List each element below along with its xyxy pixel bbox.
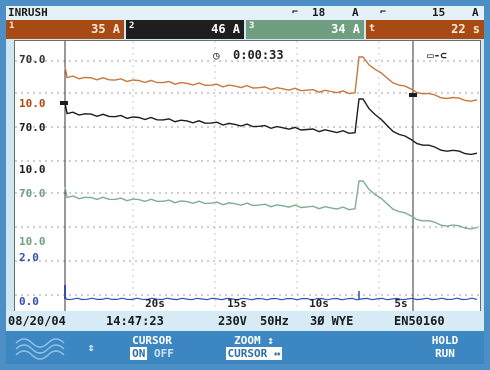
- cursor-on[interactable]: ON: [130, 347, 148, 360]
- waveform-icon: [15, 338, 65, 360]
- cursor-toggle-button[interactable]: CURSOR ON OFF: [104, 331, 200, 364]
- y-axis-label: 10.0: [19, 235, 46, 248]
- reading-l2-value: 46 A: [211, 22, 240, 36]
- softkey-bar: ⇕ CURSOR ON OFF ZOOM ↕ CURSOR ↔ HOLD RUN: [6, 331, 484, 364]
- timer-readout: 0:00:33: [233, 48, 284, 62]
- empty-softkey[interactable]: [308, 331, 404, 364]
- readings-bar: 1 35 A 2 46 A 3 34 A t 22 s: [6, 20, 484, 39]
- header-bar: INRUSH ⌐ 18 A ⌐ 15 A: [6, 6, 484, 20]
- reading-l3-index: 3: [249, 21, 255, 31]
- y-axis-label: 10.0: [19, 97, 46, 110]
- x-axis-label: 15s: [227, 297, 247, 310]
- cursor-marker-left: [60, 101, 68, 105]
- zoom-cursor-label: CURSOR ↔: [225, 347, 283, 360]
- reading-l1-index: 1: [9, 21, 15, 31]
- cursor-off[interactable]: OFF: [154, 347, 174, 360]
- cursor-marker-right: [409, 93, 417, 97]
- reading-l3-value: 34 A: [331, 22, 360, 36]
- zoom-cursor-button[interactable]: ZOOM ↕ CURSOR ↔: [202, 331, 306, 364]
- y-axis-label: 70.0: [19, 53, 46, 66]
- x-axis-label: 20s: [145, 297, 165, 310]
- reading-l3: 3 34 A: [246, 20, 364, 39]
- y-axis-label: 10.0: [19, 163, 46, 176]
- reading-time-value: 22 s: [451, 22, 480, 36]
- footer-time: 14:47:23: [106, 314, 164, 328]
- y-axis-label: 2.0: [19, 251, 39, 264]
- waveform-button[interactable]: [6, 331, 78, 364]
- footer-date: 08/20/04: [8, 314, 66, 328]
- neutral-value: 15: [432, 6, 446, 19]
- clock-icon: ◷: [213, 49, 220, 62]
- updown-glyph: ⇕: [87, 341, 95, 354]
- trace-phase-1: [64, 56, 478, 102]
- y-axis-label: 70.0: [19, 187, 46, 200]
- cursor-label: CURSOR: [132, 334, 172, 347]
- x-axis-label: 5s: [394, 297, 407, 310]
- plot-svg: 70.0 10.0 70.0 10.0 70.0 10.0 2.0 0.0 20s 15s 10s 5…: [15, 41, 480, 311]
- reading-l1-value: 35 A: [91, 22, 120, 36]
- footer-voltage: 230V: [218, 314, 247, 328]
- current-clamp-icon: ⌐: [380, 7, 387, 18]
- reading-l2-index: 2: [129, 21, 135, 31]
- mode-label: INRUSH: [8, 6, 48, 19]
- footer-config: 3Ø WYE: [310, 314, 354, 328]
- reading-time-index: t: [369, 23, 376, 34]
- trace-neutral: [64, 296, 478, 301]
- y-axis-label: 70.0: [19, 121, 46, 134]
- probe-clamp-icon: ⌐: [292, 7, 299, 18]
- ch4-value: 18: [312, 6, 326, 19]
- run-label: RUN: [435, 347, 455, 360]
- y-axis-label: 0.0: [19, 295, 39, 308]
- reading-l2: 2 46 A: [126, 20, 244, 39]
- trace-phase-2: [64, 98, 478, 156]
- trace-phase-3: [64, 180, 478, 230]
- hold-label: HOLD: [431, 334, 459, 347]
- reading-l1: 1 35 A: [6, 20, 124, 39]
- reading-time: t 22 s: [366, 20, 484, 39]
- updown-icon[interactable]: ⇕: [80, 331, 102, 364]
- footer-standard: EN50160: [394, 314, 445, 328]
- zoom-label: ZOOM ↕: [234, 334, 274, 347]
- battery-plug-icon: ▭-⊂: [427, 49, 447, 62]
- neutral-unit: A: [472, 6, 479, 19]
- x-axis-label: 10s: [309, 297, 329, 310]
- status-footer: 08/20/04 14:47:23 230V 50Hz 3Ø WYE EN501…: [6, 311, 484, 331]
- trend-plot[interactable]: 70.0 10.0 70.0 10.0 70.0 10.0 2.0 0.0 20s 15s 10s 5…: [14, 40, 481, 312]
- ch4-unit: A: [352, 6, 359, 19]
- hold-run-button[interactable]: HOLD RUN: [406, 331, 484, 364]
- footer-frequency: 50Hz: [260, 314, 289, 328]
